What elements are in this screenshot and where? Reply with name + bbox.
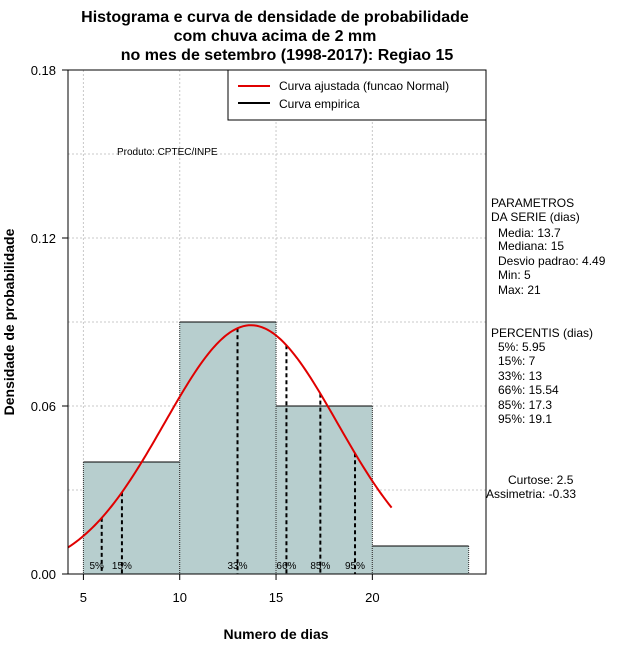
y-tick-label: 0.00: [31, 567, 56, 582]
parameter-desvio: Desvio padrao: 4.49: [498, 254, 606, 268]
histogram-bar: [179, 322, 277, 574]
percentile-label: 66%: [276, 561, 296, 572]
y-axis-title: Densidade de probabilidade: [1, 228, 17, 415]
percentile-text-95: 95%: 19.1: [498, 412, 552, 426]
parameter-min: Min: 5: [498, 268, 531, 282]
legend: Curva ajustada (funcao Normal) Curva emp…: [227, 69, 487, 121]
histogram-bar: [276, 406, 373, 574]
parameter-media: Media: 13.7: [498, 226, 561, 240]
assimetria-label: Assimetria: -0.33: [486, 487, 576, 501]
x-tick-label: 10: [172, 590, 186, 605]
histogram-bar: [83, 462, 180, 574]
histogram-bar: [372, 546, 469, 574]
x-tick-label: 15: [269, 590, 283, 605]
parameters-title-2: DA SERIE (dias): [491, 210, 580, 224]
normal-density-curve: [67, 324, 393, 549]
percentile-text-66: 66%: 15.54: [498, 383, 559, 397]
parameter-mediana: Mediana: 15: [498, 239, 564, 253]
y-tick-label: 0.12: [31, 231, 56, 246]
chart-title-line-2: com chuva acima de 2 mm: [174, 28, 377, 45]
percentile-text-33: 33%: 13: [498, 369, 542, 383]
y-tick-label: 0.18: [31, 63, 56, 78]
percentile-layer: 5% 15% 33% 66% 85% 95%: [89, 328, 365, 574]
parameters-panel: PARAMETROS DA SERIE (dias) Media: 13.7 M…: [491, 196, 606, 297]
parameters-title-1: PARAMETROS: [491, 196, 574, 210]
axis-layer: 5 10 15 20 0.00 0.06 0.12 0.18: [31, 63, 380, 605]
bar-layer: [82, 321, 470, 574]
chart-title-line-1: Histograma e curva de densidade de proba…: [81, 9, 469, 26]
legend-label-fitted: Curva ajustada (funcao Normal): [279, 79, 449, 93]
y-tick-label: 0.06: [31, 399, 56, 414]
percentile-text-5: 5%: 5.95: [498, 340, 546, 354]
percentiles-panel: PERCENTIS (dias) 5%: 5.95 15%: 7 33%: 13…: [491, 326, 593, 426]
curve-layer: [67, 324, 393, 549]
legend-box: [227, 69, 487, 121]
x-tick-label: 5: [80, 590, 87, 605]
produto-label: Produto: CPTEC/INPE: [117, 147, 218, 158]
percentile-label: 95%: [345, 561, 365, 572]
x-tick-label: 20: [365, 590, 379, 605]
percentile-text-85: 85%: 17.3: [498, 398, 552, 412]
parameter-max: Max: 21: [498, 283, 541, 297]
chart-title-line-3: no mes de setembro (1998-2017): Regiao 1…: [121, 47, 454, 64]
percentile-label: 33%: [228, 561, 248, 572]
curtose-label: Curtose: 2.5: [508, 473, 574, 487]
percentile-text-15: 15%: 7: [498, 354, 536, 368]
percentile-label: 5%: [89, 561, 104, 572]
x-axis-title: Numero de dias: [223, 626, 328, 642]
percentiles-title: PERCENTIS (dias): [491, 326, 593, 340]
legend-label-empirical: Curva empirica: [279, 97, 360, 111]
percentile-label: 85%: [310, 561, 330, 572]
percentile-label: 15%: [112, 561, 132, 572]
